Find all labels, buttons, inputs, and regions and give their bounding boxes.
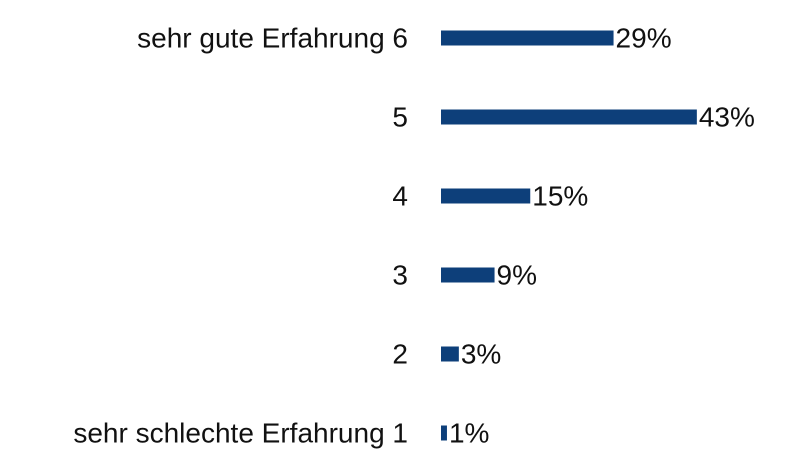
value-label: 15%	[532, 180, 588, 211]
value-label: 1%	[449, 417, 489, 448]
bar	[441, 188, 531, 204]
category-label: 3	[392, 259, 408, 290]
value-label: 29%	[616, 22, 672, 53]
value-label: 43%	[699, 101, 755, 132]
category-label: sehr schlechte Erfahrung 1	[73, 417, 408, 448]
category-label: 4	[392, 180, 408, 211]
category-label: sehr gute Erfahrung 6	[137, 22, 408, 53]
bar	[441, 30, 614, 46]
bar	[441, 267, 495, 283]
bar	[441, 346, 459, 362]
value-label: 9%	[497, 259, 537, 290]
category-label: 2	[392, 338, 408, 369]
value-label: 3%	[461, 338, 501, 369]
bar	[441, 109, 697, 125]
bar	[441, 425, 447, 441]
category-label: 5	[392, 101, 408, 132]
